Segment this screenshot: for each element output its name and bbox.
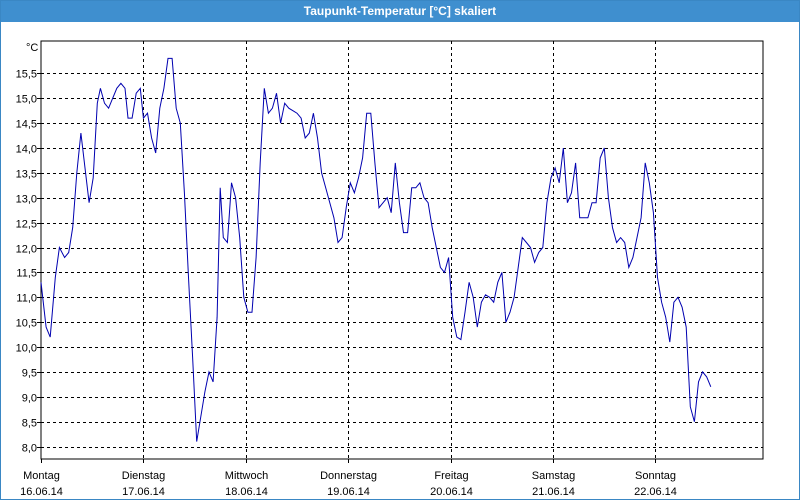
y-tick-label: 9,5 bbox=[22, 368, 37, 380]
y-axis: 8,0 8,5 9,0 9,5 10,0 10,5 11,0 11,5 12,0 12,5 13,0… bbox=[16, 69, 41, 455]
y-tick-label: 14,5 bbox=[16, 119, 37, 131]
y-tick-label: 11,5 bbox=[16, 268, 37, 280]
plot-area bbox=[40, 40, 764, 460]
x-tick-label-date: 21.06.14 bbox=[532, 486, 575, 498]
y-tick-label: 13,5 bbox=[16, 169, 37, 181]
x-tick-label-date: 20.06.14 bbox=[430, 486, 473, 498]
y-tick-label: 12,0 bbox=[16, 244, 37, 256]
x-tick-label-day: Dienstag bbox=[122, 470, 165, 482]
y-tick-label: 15,5 bbox=[16, 69, 37, 81]
y-tick-label: 12,5 bbox=[16, 219, 37, 231]
y-tick-label: 9,0 bbox=[22, 393, 37, 405]
y-tick-label: 10,0 bbox=[16, 343, 37, 355]
y-tick-label: 11,0 bbox=[16, 293, 37, 305]
y-tick-label: 14,0 bbox=[16, 144, 37, 156]
x-tick-label-date: 19.06.14 bbox=[327, 486, 370, 498]
y-tick-label: 10,5 bbox=[16, 318, 37, 330]
x-axis: Montag 16.06.14 Dienstag 17.06.14 Mittwoch 18… bbox=[20, 459, 677, 498]
x-tick-label-date: 18.06.14 bbox=[225, 486, 268, 498]
series-line bbox=[40, 57, 712, 442]
x-tick-label-date: 16.06.14 bbox=[20, 486, 63, 498]
x-tick-label-day: Mittwoch bbox=[225, 470, 268, 482]
chart-title: Taupunkt-Temperatur [°C] skaliert bbox=[1, 1, 799, 22]
y-tick-label: 8,5 bbox=[22, 418, 37, 430]
x-tick-label-day: Samstag bbox=[532, 470, 575, 482]
y-unit-label: °C bbox=[26, 42, 38, 54]
x-tick-label-day: Freitag bbox=[434, 470, 468, 482]
x-tick-label-day: Donnerstag bbox=[320, 470, 377, 482]
x-tick-label-day: Sonntag bbox=[635, 470, 676, 482]
x-tick-label-day: Montag bbox=[23, 470, 60, 482]
y-tick-label: 13,0 bbox=[16, 194, 37, 206]
x-tick-label-date: 17.06.14 bbox=[122, 486, 165, 498]
y-tick-label: 15,0 bbox=[16, 94, 37, 106]
y-tick-label: 8,0 bbox=[22, 443, 37, 455]
x-tick-label-date: 22.06.14 bbox=[634, 486, 677, 498]
